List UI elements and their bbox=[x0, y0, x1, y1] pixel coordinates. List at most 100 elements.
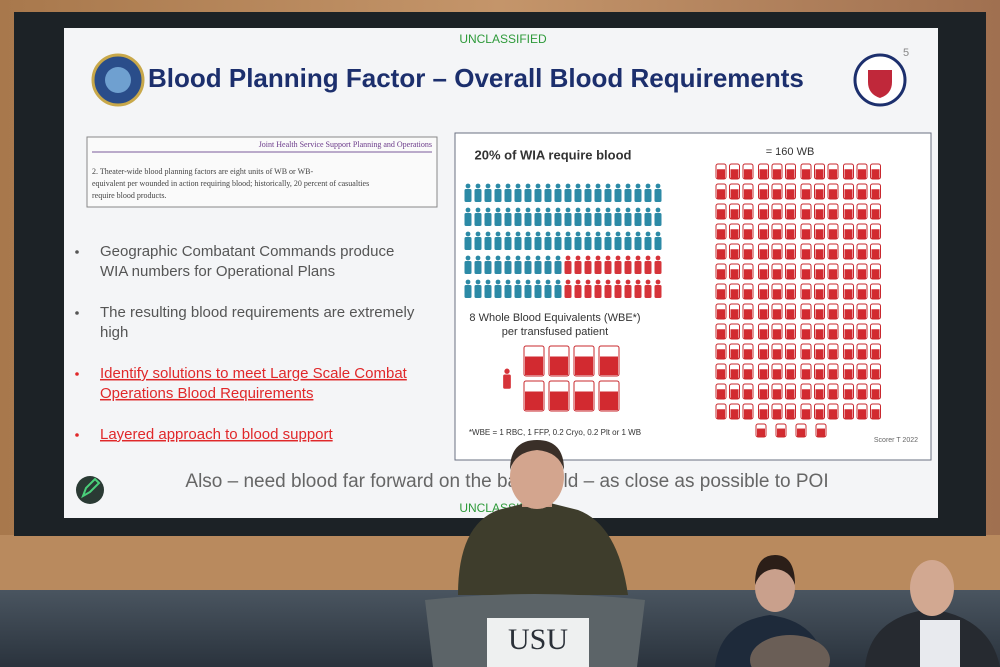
blood-bag-fill bbox=[802, 409, 810, 419]
blood-bag-fill bbox=[730, 349, 739, 359]
person-icon-head bbox=[625, 279, 631, 285]
person-icon-head bbox=[515, 279, 521, 285]
person-icon-body bbox=[554, 189, 562, 202]
source: Scorer T 2022 bbox=[874, 437, 918, 444]
person-icon-head bbox=[625, 231, 631, 237]
person-icon-body bbox=[584, 213, 592, 226]
person-icon-head bbox=[635, 255, 641, 261]
blood-bag-fill bbox=[744, 309, 752, 319]
blood-bag-fill bbox=[858, 389, 866, 399]
blood-bag-fill bbox=[773, 289, 781, 299]
person-icon-body bbox=[624, 189, 632, 202]
person-icon-head bbox=[615, 183, 621, 189]
person-icon-body bbox=[554, 285, 562, 298]
person-icon-body bbox=[594, 237, 602, 250]
blood-bag-fill bbox=[858, 329, 866, 339]
person-icon-body bbox=[634, 261, 642, 274]
person-icon-body bbox=[644, 237, 652, 250]
person-icon-head bbox=[465, 279, 471, 285]
blood-bag-fill bbox=[829, 269, 837, 279]
blood-bag-fill bbox=[600, 356, 618, 376]
blood-bag-fill bbox=[858, 229, 866, 239]
person-icon-head bbox=[535, 207, 541, 213]
blood-bag-fill bbox=[759, 369, 768, 379]
person-icon-head bbox=[475, 279, 481, 285]
blood-bag-fill bbox=[773, 389, 781, 399]
person-icon-head bbox=[595, 279, 601, 285]
edit-button[interactable] bbox=[76, 476, 104, 504]
person-icon-body bbox=[474, 237, 482, 250]
blood-bag-fill bbox=[717, 309, 725, 319]
person-icon-head bbox=[515, 183, 521, 189]
person-icon-head bbox=[505, 231, 511, 237]
blood-bag-fill bbox=[525, 391, 543, 411]
blood-bag-fill bbox=[759, 309, 768, 319]
person-icon-body bbox=[604, 213, 612, 226]
person-icon-body bbox=[564, 285, 572, 298]
person-icon-head bbox=[485, 279, 491, 285]
person-icon-head bbox=[615, 255, 621, 261]
blood-bag-fill bbox=[550, 391, 568, 411]
person-icon-body bbox=[634, 189, 642, 202]
person-icon-head bbox=[575, 207, 581, 213]
blood-bag-fill bbox=[759, 349, 768, 359]
blood-bag-fill bbox=[550, 356, 568, 376]
blood-bag-fill bbox=[802, 269, 810, 279]
blood-bag-fill bbox=[744, 269, 752, 279]
person-icon-head bbox=[555, 183, 561, 189]
person-icon-body bbox=[614, 189, 622, 202]
person-icon-head bbox=[565, 183, 571, 189]
blood-bag-fill bbox=[744, 409, 752, 419]
person-icon-body bbox=[614, 237, 622, 250]
podium-label: USU bbox=[508, 623, 568, 656]
person-icon-body bbox=[574, 237, 582, 250]
blood-bag-fill bbox=[829, 229, 837, 239]
person-icon-body bbox=[574, 285, 582, 298]
blood-bag-fill bbox=[815, 269, 824, 279]
blood-bag-fill bbox=[717, 389, 725, 399]
blood-bag-fill bbox=[744, 369, 752, 379]
person-icon-body bbox=[524, 285, 532, 298]
person-icon-body bbox=[644, 189, 652, 202]
person-icon-head bbox=[605, 207, 611, 213]
person-icon-head bbox=[605, 231, 611, 237]
person-icon-body bbox=[624, 261, 632, 274]
person-icon-head bbox=[535, 183, 541, 189]
blood-bag-fill bbox=[844, 249, 853, 259]
blood-bag-fill bbox=[858, 249, 866, 259]
person-icon-body bbox=[474, 213, 482, 226]
person-icon-head bbox=[585, 279, 591, 285]
bullet-line: high bbox=[100, 324, 128, 341]
person-icon-head bbox=[585, 207, 591, 213]
person-icon-body bbox=[534, 213, 542, 226]
person-icon-head bbox=[465, 255, 471, 261]
person-icon-body bbox=[584, 261, 592, 274]
person-icon-body bbox=[564, 213, 572, 226]
blood-bag-fill bbox=[871, 329, 880, 339]
person-icon-head bbox=[535, 279, 541, 285]
blood-bag-fill bbox=[717, 209, 725, 219]
blood-bag-fill bbox=[802, 209, 810, 219]
blood-bag-fill bbox=[858, 289, 866, 299]
blood-bag-fill bbox=[802, 289, 810, 299]
icon-grid bbox=[464, 163, 881, 438]
blood-bag-fill bbox=[744, 229, 752, 239]
person-icon-head bbox=[615, 279, 621, 285]
blood-bag-fill bbox=[744, 289, 752, 299]
blood-bag-fill bbox=[858, 189, 866, 199]
person-icon-body bbox=[504, 237, 512, 250]
audience-man-head bbox=[910, 560, 954, 616]
dha-shield bbox=[868, 70, 892, 98]
blood-bag-fill bbox=[871, 169, 880, 179]
person-icon-head bbox=[465, 207, 471, 213]
blood-bag-fill bbox=[871, 369, 880, 379]
person-icon-head bbox=[595, 231, 601, 237]
person-icon-body bbox=[544, 261, 552, 274]
blood-bag-fill bbox=[829, 409, 837, 419]
blood-bag-fill bbox=[575, 391, 593, 411]
blood-bag-fill bbox=[802, 189, 810, 199]
person-icon-body bbox=[624, 237, 632, 250]
blood-bag-fill bbox=[802, 329, 810, 339]
blood-bag-fill bbox=[844, 389, 853, 399]
blood-bag-fill bbox=[777, 428, 785, 437]
